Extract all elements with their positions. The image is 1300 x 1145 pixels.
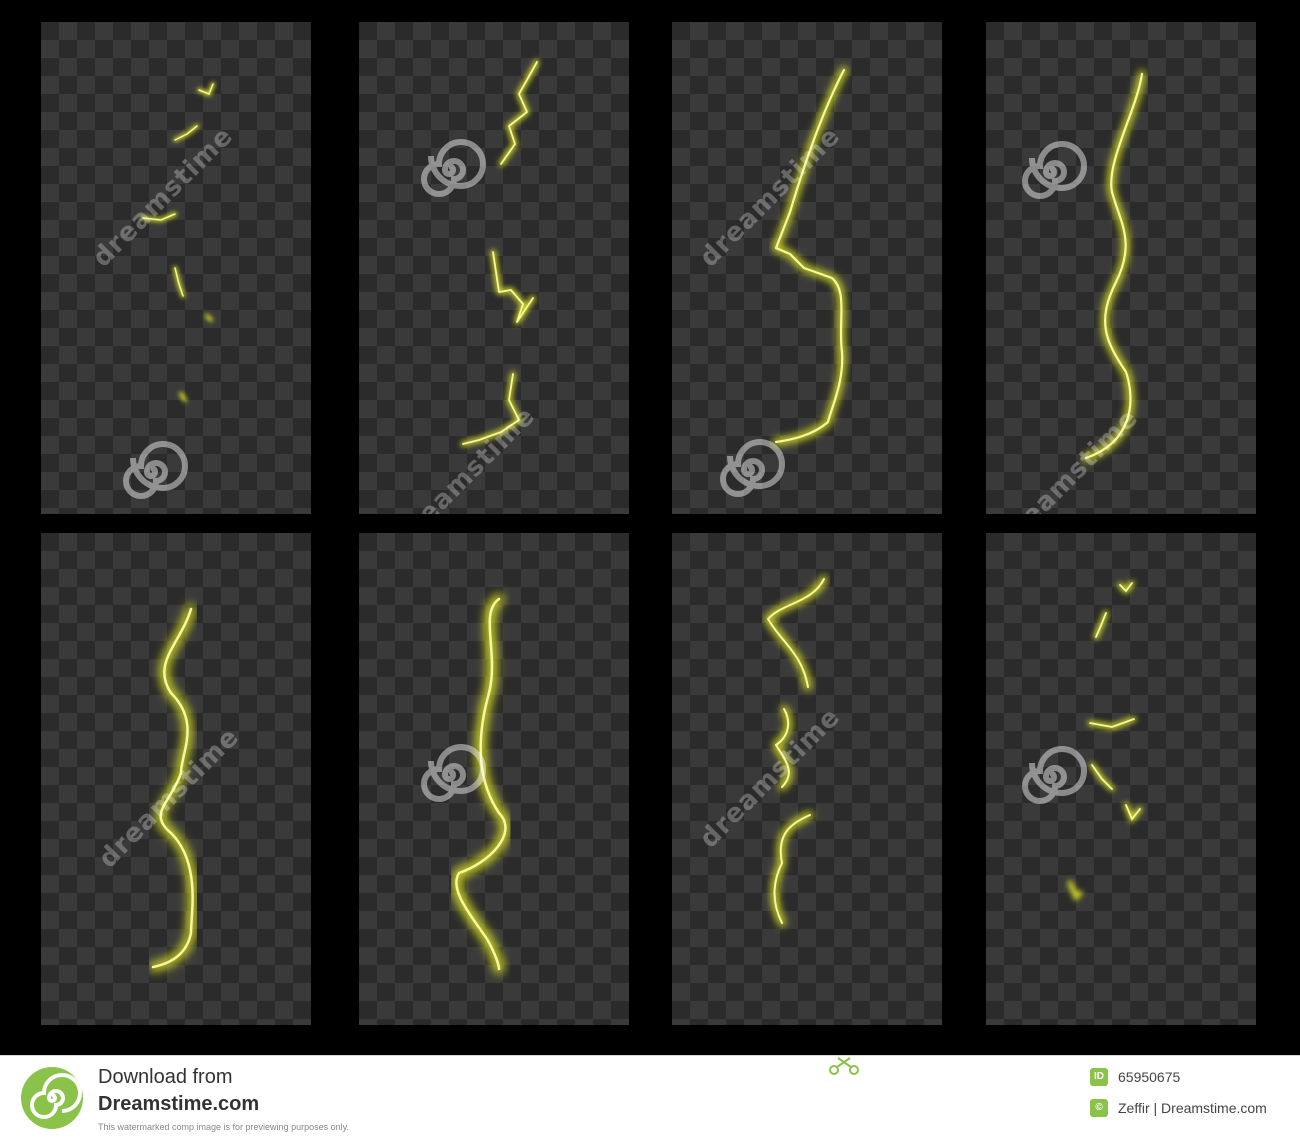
stock-footer: Download from Dreamstime.com This waterm… bbox=[0, 1055, 1300, 1145]
lightning-bolt bbox=[460, 59, 540, 447]
image-id: 65950675 bbox=[1118, 1069, 1181, 1085]
frame-7: dreamstime bbox=[672, 533, 942, 1025]
site-link[interactable]: Dreamstime.com bbox=[98, 1093, 260, 1115]
sprite-sheet: dreamstime dreamstime bbox=[41, 22, 1256, 1025]
frame-4: dreamstime bbox=[986, 22, 1256, 514]
lightning-sparks bbox=[141, 82, 215, 402]
copyright-badge: © bbox=[1090, 1099, 1108, 1117]
download-label: Download from bbox=[98, 1066, 233, 1088]
dreamstime-logo-icon[interactable] bbox=[20, 1066, 84, 1135]
lightning-bolt bbox=[451, 594, 511, 974]
frame-5: dreamstime bbox=[41, 533, 311, 1025]
frame-1: dreamstime bbox=[41, 22, 311, 514]
frame-2: dreamstime bbox=[359, 22, 629, 514]
preview-note: This watermarked comp image is for previ… bbox=[98, 1122, 349, 1132]
id-badge: ID bbox=[1090, 1068, 1108, 1086]
author-credit[interactable]: Zeffir | Dreamstime.com bbox=[1118, 1100, 1267, 1116]
lightning-bolt bbox=[772, 66, 848, 446]
scissors-icon bbox=[828, 1056, 860, 1081]
lightning-fragments bbox=[764, 575, 828, 927]
frame-6 bbox=[359, 533, 629, 1025]
lightning-bolt bbox=[1082, 70, 1146, 462]
frame-8 bbox=[986, 533, 1256, 1025]
lightning-sparks bbox=[1067, 580, 1143, 902]
frame-3: dreamstime bbox=[672, 22, 942, 514]
lightning-bolt bbox=[148, 604, 198, 972]
